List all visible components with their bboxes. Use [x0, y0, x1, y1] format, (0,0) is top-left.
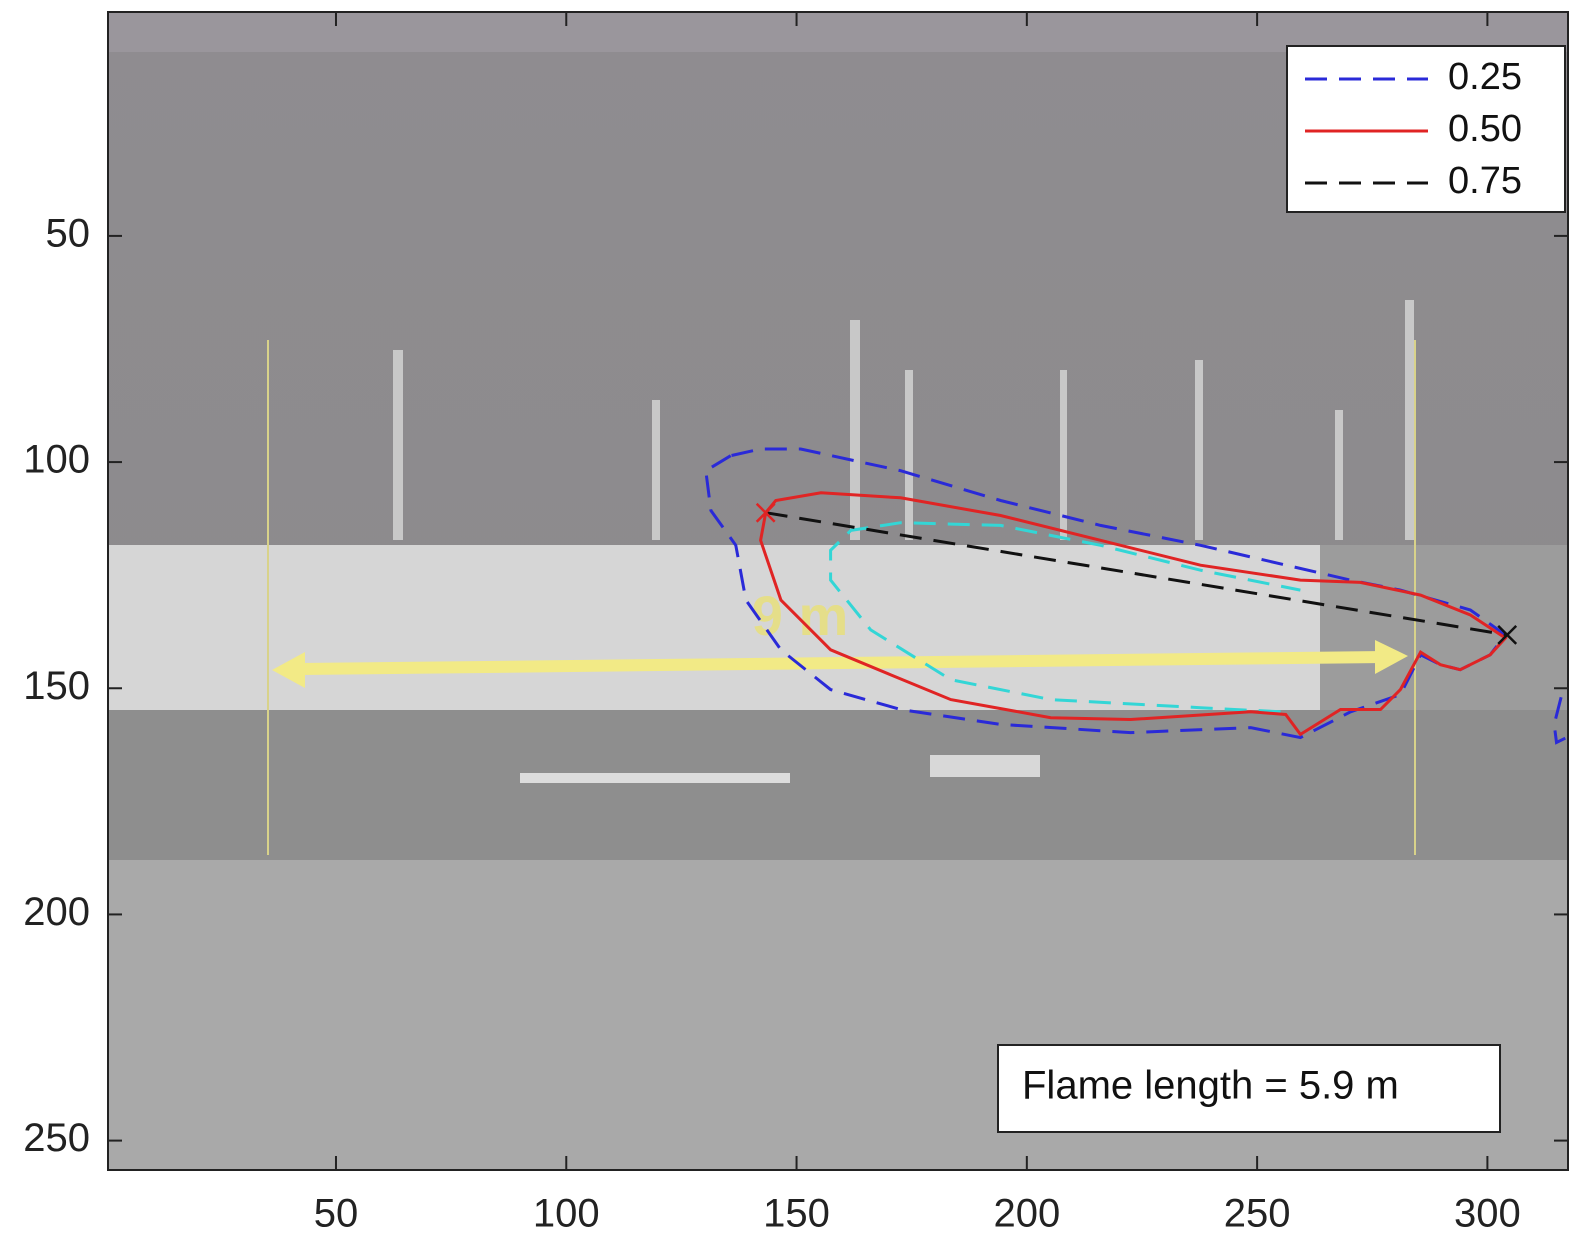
contour-line	[759, 491, 1508, 737]
textbox-frame	[997, 1044, 1501, 1133]
x-tick-label: 50	[314, 1192, 359, 1236]
arrow-label: 9 m	[752, 584, 849, 647]
x-tick-label: 200	[993, 1192, 1060, 1236]
x-tick-label: 250	[1224, 1192, 1291, 1236]
textbox: Flame length = 5.9 m	[1022, 1064, 1399, 1108]
x-marker	[1497, 624, 1518, 645]
y-tick-label: 100	[23, 438, 90, 482]
x-tick-label: 100	[533, 1192, 600, 1236]
contour-line	[829, 521, 1301, 714]
legend-label: 0.25	[1448, 56, 1522, 98]
legend-box	[1286, 45, 1566, 213]
axes-box	[107, 11, 1569, 1171]
x-tick-label: 150	[763, 1192, 830, 1236]
x-marker	[755, 502, 776, 523]
legend-label: 0.75	[1448, 160, 1522, 202]
y-tick-label: 150	[23, 664, 90, 708]
plot-area	[704, 447, 1567, 745]
y-tick-label: 250	[23, 1116, 90, 1160]
legend-label: 0.50	[1448, 108, 1522, 150]
contour-line	[765, 511, 1508, 637]
x-tick-label: 300	[1454, 1192, 1521, 1236]
y-tick-label: 50	[46, 211, 91, 255]
legend: 0.25 0.50 0.75	[1286, 45, 1566, 213]
y-tick-label: 200	[23, 890, 90, 934]
